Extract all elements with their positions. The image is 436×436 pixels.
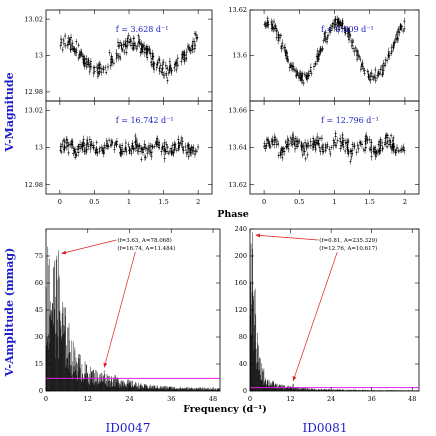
y-tick-label: 60 bbox=[35, 279, 43, 287]
x-tick-label: 48 bbox=[209, 395, 217, 403]
xlabel-bottom: Frequency (d⁻¹) bbox=[183, 404, 267, 415]
x-tick-label: 1 bbox=[127, 198, 131, 206]
x-tick-label: 0.5 bbox=[294, 198, 304, 206]
y-tick-label: 80 bbox=[239, 333, 247, 341]
x-tick-label: 36 bbox=[167, 395, 175, 403]
x-tick-label: 1.5 bbox=[158, 198, 168, 206]
spectrum-line bbox=[249, 232, 419, 391]
x-tick-label: 2 bbox=[403, 198, 407, 206]
xlabel-top: Phase bbox=[217, 209, 249, 220]
data-points bbox=[59, 31, 199, 84]
x-tick-label: 0.5 bbox=[89, 198, 99, 206]
x-tick-label: 1 bbox=[332, 198, 336, 206]
peak-arrow-1 bbox=[61, 239, 117, 255]
data-points bbox=[263, 15, 406, 87]
y-tick-label: 13.6 bbox=[233, 52, 247, 60]
y-tick-label: 13.66 bbox=[228, 107, 247, 115]
lightcurve-panel-id0081-f1: 13.6 13.62 f = 0.809 d⁻¹ bbox=[228, 6, 420, 102]
x-tick-label: 0 bbox=[44, 395, 48, 403]
frequency-annotation: f = 16.742 d⁻¹ bbox=[116, 116, 174, 125]
y-tick-label: 160 bbox=[235, 279, 247, 287]
y-tick-label: 13.02 bbox=[24, 107, 43, 115]
y-tick-label: 13.02 bbox=[24, 15, 43, 23]
id-label-left: ID0047 bbox=[106, 421, 151, 435]
spectrum-panel-id0081: 0 12 24 36 48 0 40 80 120 160 200 240 (f=0.81, A=235… bbox=[235, 225, 420, 403]
y-tick-label: 45 bbox=[35, 306, 43, 314]
peak-annotation-2: (f=16.74, A=11.484) bbox=[117, 245, 175, 252]
y-tick-label: 40 bbox=[239, 360, 247, 368]
y-tick-label: 13.62 bbox=[228, 6, 247, 14]
spectrum-panel-id0047: 0 12 24 36 48 0 15 30 45 60 75 (f=3.63, A=78.068)(f… bbox=[35, 228, 221, 403]
spectrum-bars bbox=[45, 246, 220, 391]
plot-frame bbox=[45, 9, 213, 102]
peak-annotation-1: (f=3.63, A=78.068) bbox=[117, 237, 172, 244]
plot-frame bbox=[249, 228, 420, 392]
data-points bbox=[59, 133, 200, 163]
data-points bbox=[263, 130, 406, 165]
peak-arrow-2 bbox=[292, 251, 338, 382]
lightcurve-panel-id0047-f2: 0 0.5 1 1.5 2 12.98 13 13.02 f = 16.742 d⁻¹ bbox=[24, 100, 213, 206]
lightcurve-panel-id0081-f2: 0 0.5 1 1.5 2 13.62 13.64 13.66 f = 12.796 d⁻¹ bbox=[228, 100, 420, 206]
x-tick-label: 0 bbox=[248, 395, 252, 403]
y-tick-label: 240 bbox=[235, 225, 247, 233]
frequency-annotation: f = 3.628 d⁻¹ bbox=[116, 25, 169, 34]
id-label-right: ID0081 bbox=[303, 421, 348, 435]
y-tick-label: 13 bbox=[35, 144, 43, 152]
ylabel-bottom: V-Amplitude (mmag) bbox=[3, 248, 16, 378]
y-tick-label: 0 bbox=[39, 387, 43, 395]
x-tick-label: 36 bbox=[368, 395, 376, 403]
x-tick-label: 2 bbox=[196, 198, 200, 206]
y-tick-label: 12.98 bbox=[24, 88, 43, 96]
y-tick-label: 0 bbox=[243, 387, 247, 395]
x-tick-label: 0 bbox=[262, 198, 266, 206]
x-tick-label: 12 bbox=[84, 395, 92, 403]
y-tick-label: 13.64 bbox=[228, 144, 247, 152]
y-tick-label: 120 bbox=[235, 306, 247, 314]
x-tick-label: 0 bbox=[58, 198, 62, 206]
x-tick-label: 12 bbox=[286, 395, 294, 403]
x-tick-label: 24 bbox=[125, 395, 133, 403]
peak-annotation-1: (f=0.81, A=235.329) bbox=[319, 237, 377, 244]
x-tick-label: 1.5 bbox=[365, 198, 375, 206]
frequency-annotation: f = 0.809 d⁻¹ bbox=[321, 25, 374, 34]
lightcurve-panel-id0047-f1: 12.98 13 13.02 f = 3.628 d⁻¹ bbox=[24, 9, 213, 102]
x-tick-label: 48 bbox=[408, 395, 416, 403]
peak-annotation-2: (f=12.76, A=10.617) bbox=[319, 245, 377, 252]
peak-arrow-2 bbox=[103, 251, 136, 368]
y-tick-label: 15 bbox=[35, 360, 43, 368]
frequency-annotation: f = 12.796 d⁻¹ bbox=[321, 116, 379, 125]
y-tick-label: 13 bbox=[35, 52, 43, 60]
spectrum-bars bbox=[249, 232, 419, 391]
x-tick-label: 24 bbox=[327, 395, 335, 403]
y-tick-label: 200 bbox=[235, 252, 247, 260]
y-tick-label: 12.98 bbox=[24, 181, 43, 189]
y-tick-label: 13.62 bbox=[228, 181, 247, 189]
y-tick-label: 75 bbox=[35, 252, 43, 260]
peak-arrow-1 bbox=[255, 233, 319, 241]
spectrum-line bbox=[45, 246, 220, 391]
ylabel-top: V-Magnitude bbox=[3, 72, 16, 152]
y-tick-label: 30 bbox=[35, 333, 43, 341]
